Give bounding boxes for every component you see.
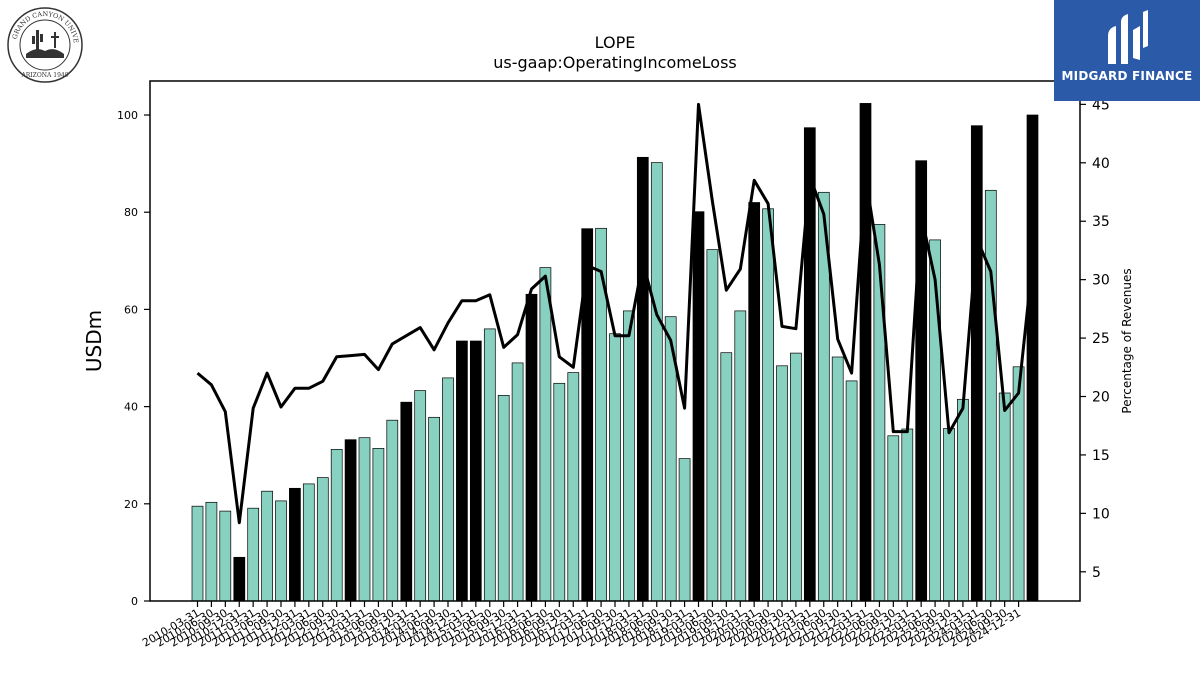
bar-5	[261, 490, 273, 602]
chart-title: LOPE	[595, 33, 636, 52]
y2-tick-label: 10	[1092, 506, 1110, 522]
y2-tick-label: 35	[1092, 214, 1110, 230]
bar-24	[525, 293, 538, 602]
bar-40	[748, 202, 761, 602]
bar-25	[539, 267, 552, 602]
midgard-logo-icon	[1108, 10, 1148, 64]
bar-10	[330, 449, 343, 602]
bar-30	[609, 333, 621, 602]
y2-tick-label: 20	[1092, 390, 1110, 406]
bar-33	[650, 162, 663, 602]
bar-27	[567, 372, 580, 602]
y2-tick-label: 15	[1092, 448, 1110, 464]
bar-55	[957, 398, 969, 602]
y-axis-label: USDm	[82, 310, 106, 372]
bar-17	[428, 416, 440, 602]
bar-47	[845, 380, 858, 602]
bar-31	[623, 310, 635, 602]
bar-4	[247, 507, 260, 602]
bar-13	[372, 448, 385, 602]
y-tick-label: 40	[124, 401, 138, 414]
bar-21	[483, 328, 496, 602]
bar-8	[302, 483, 315, 602]
bar-11	[344, 439, 357, 602]
bar-6	[275, 500, 287, 602]
bar-43	[790, 352, 802, 602]
bar-58	[998, 392, 1011, 602]
line-layer	[196, 102, 1034, 525]
pct-line	[196, 102, 1034, 525]
bar-1	[205, 501, 218, 602]
bar-59	[1012, 366, 1025, 602]
svg-text:ARIZONA 1949: ARIZONA 1949	[20, 72, 68, 79]
bar-15	[400, 401, 413, 602]
y-tick-label: 0	[131, 595, 138, 608]
y-tick-label: 100	[117, 109, 138, 122]
y2-axis: 5 10 15 20 25 30 35 40 45	[1080, 97, 1110, 581]
bar-36	[692, 211, 705, 602]
bar-22	[497, 395, 510, 602]
bar-23	[511, 362, 524, 602]
chart-subtitle: us-gaap:OperatingIncomeLoss	[493, 53, 737, 72]
y-tick-label: 20	[124, 498, 138, 511]
bar-7	[289, 487, 301, 602]
bar-32	[636, 156, 649, 602]
y-tick-label: 80	[124, 206, 138, 219]
y-tick-label: 60	[124, 303, 138, 316]
bar-51	[901, 428, 914, 602]
bars-layer	[191, 103, 1039, 602]
y2-tick-label: 40	[1092, 156, 1110, 172]
bar-57	[984, 189, 997, 602]
y2-tick-label: 25	[1092, 331, 1110, 347]
y2-tick-label: 5	[1092, 565, 1101, 581]
bar-35	[678, 458, 691, 602]
bar-44	[803, 127, 816, 602]
bar-3	[233, 556, 246, 602]
bar-0	[191, 505, 204, 602]
bar-54	[943, 428, 955, 602]
bar-18	[442, 377, 454, 602]
bar-60	[1026, 114, 1039, 602]
y2-axis-label: Percentage of Revenues	[1120, 268, 1134, 413]
bar-20	[469, 340, 482, 602]
y2-tick-label: 30	[1092, 273, 1110, 289]
y-axis: 0 20 40 60 80 100	[117, 109, 150, 608]
bar-9	[316, 477, 329, 602]
bar-39	[734, 310, 747, 602]
bar-16	[414, 390, 427, 602]
bar-14	[386, 419, 399, 602]
y2-tick-label: 45	[1092, 97, 1110, 113]
bar-2	[219, 510, 232, 602]
bar-19	[456, 340, 468, 602]
bar-56	[970, 125, 983, 602]
bar-26	[553, 382, 566, 602]
brand-logo-box: MIDGARD FINANCE	[1054, 0, 1200, 101]
university-seal-logo: GRAND CANYON UNIVERSITY ARIZONA 1949	[6, 6, 83, 83]
x-axis: 2010-03-312010-06-302010-09-302010-12-31…	[140, 601, 1023, 650]
bar-46	[831, 356, 844, 602]
brand-name: MIDGARD FINANCE	[1061, 69, 1193, 83]
bar-50	[887, 435, 900, 602]
bar-37	[706, 249, 719, 602]
bar-41	[762, 208, 774, 602]
bar-42	[776, 365, 788, 602]
bar-12	[358, 437, 371, 602]
bar-38	[720, 352, 733, 602]
